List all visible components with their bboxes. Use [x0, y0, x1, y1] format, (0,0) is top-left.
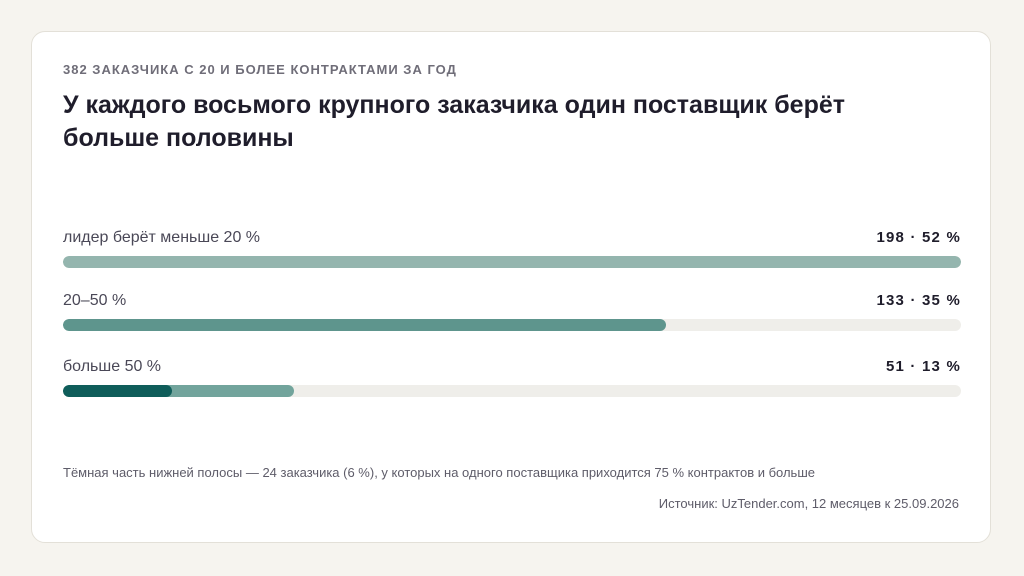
- bar-label: лидер берёт меньше 20 %: [63, 229, 261, 246]
- bar-row: 20–50 % 133 · 35 %: [63, 292, 961, 342]
- bar-value-label: 198 · 52 %: [876, 229, 961, 246]
- bar-label: 20–50 %: [63, 292, 127, 309]
- bar-highlight-segment: [63, 385, 172, 397]
- chart-footnote: Тёмная часть нижней полосы — 24 заказчик…: [63, 465, 815, 480]
- chart-title: У каждого восьмого крупного заказчика од…: [63, 91, 846, 152]
- bar-label: больше 50 %: [63, 358, 162, 375]
- bar-track: [63, 319, 961, 331]
- bar-value-label: 133 · 35 %: [876, 292, 961, 309]
- bar-fill: [63, 319, 667, 331]
- bar-row: больше 50 % 51 · 13 %: [63, 358, 961, 408]
- bar-value-label: 51 · 13 %: [885, 358, 961, 375]
- chart-source: Источник: UzTender.com, 12 месяцев к 25.…: [658, 496, 959, 511]
- bar-fill: [63, 256, 961, 268]
- chart-kicker: 382 заказчика с 20 и более контрактами з…: [63, 62, 457, 77]
- chart-card: 382 заказчика с 20 и более контрактами з…: [31, 31, 991, 543]
- bar-row: лидер берёт меньше 20 % 198 · 52 %: [63, 229, 961, 279]
- bar-track: [63, 385, 961, 397]
- bar-track: [63, 256, 961, 268]
